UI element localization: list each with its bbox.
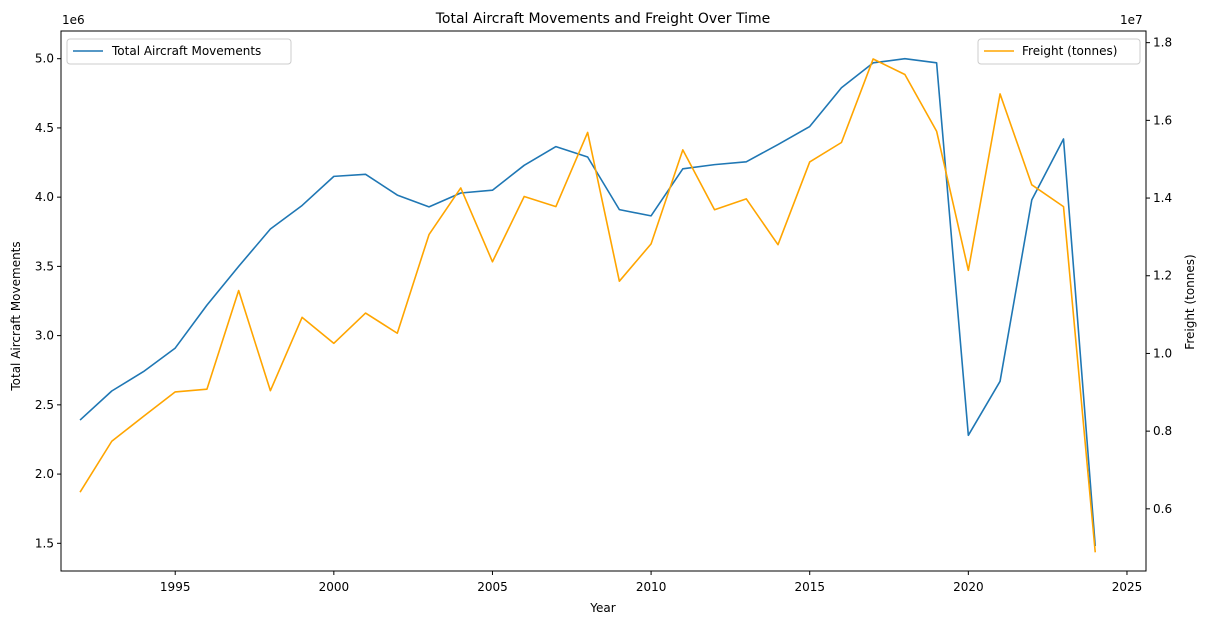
right-axis-offset-text: 1e7 xyxy=(1120,13,1143,27)
left-axis-offset-text: 1e6 xyxy=(62,13,85,27)
left-y-tick-label: 3.5 xyxy=(35,259,54,273)
right-y-tick-label: 1.0 xyxy=(1153,346,1172,360)
right-axis-label: Freight (tonnes) xyxy=(1183,254,1197,349)
left-y-tick-label: 4.5 xyxy=(35,121,54,135)
series-line-freight xyxy=(79,58,1097,553)
x-tick-label: 1995 xyxy=(160,580,191,594)
series-layer xyxy=(79,57,1097,553)
series-line-total-aircraft-movements xyxy=(79,57,1097,547)
left-y-tick-label: 3.0 xyxy=(35,329,54,343)
x-tick-label: 2000 xyxy=(319,580,350,594)
left-y-tick-label: 4.0 xyxy=(35,190,54,204)
left-y-tick-label: 2.5 xyxy=(35,398,54,412)
x-tick-label: 2005 xyxy=(477,580,508,594)
x-tick-label: 2025 xyxy=(1112,580,1143,594)
legend-label: Total Aircraft Movements xyxy=(111,44,261,58)
right-y-tick-label: 1.8 xyxy=(1153,36,1172,50)
x-tick-label: 2020 xyxy=(953,580,984,594)
right-y-tick-label: 0.8 xyxy=(1153,424,1172,438)
legend-box xyxy=(66,38,292,65)
chart-title: Total Aircraft Movements and Freight Ove… xyxy=(435,11,770,27)
x-tick-label: 2010 xyxy=(636,580,667,594)
legend-freight: Freight (tonnes) xyxy=(977,38,1141,65)
left-y-tick-label: 2.0 xyxy=(35,467,54,481)
right-y-tick-label: 1.2 xyxy=(1153,269,1172,283)
axes-layer: 1995 2000 2005 2010 2015 2020 2025 1.5 2.0 2.5 3.0… xyxy=(35,30,1172,594)
left-y-tick-label: 5.0 xyxy=(35,52,54,66)
x-axis-label: Year xyxy=(589,601,615,615)
left-y-tick-label: 1.5 xyxy=(35,536,54,550)
right-y-tick-label: 1.6 xyxy=(1153,113,1172,127)
plot-frame xyxy=(60,30,1147,572)
right-y-tick-label: 1.4 xyxy=(1153,191,1172,205)
right-y-tick-label: 0.6 xyxy=(1153,502,1172,516)
left-axis-label: Total Aircraft Movements xyxy=(9,241,23,391)
legend-box xyxy=(977,38,1141,65)
x-tick-label: 2015 xyxy=(794,580,825,594)
legend-total-aircraft-movements: Total Aircraft Movements xyxy=(66,38,292,65)
legend-label: Freight (tonnes) xyxy=(1022,44,1117,58)
